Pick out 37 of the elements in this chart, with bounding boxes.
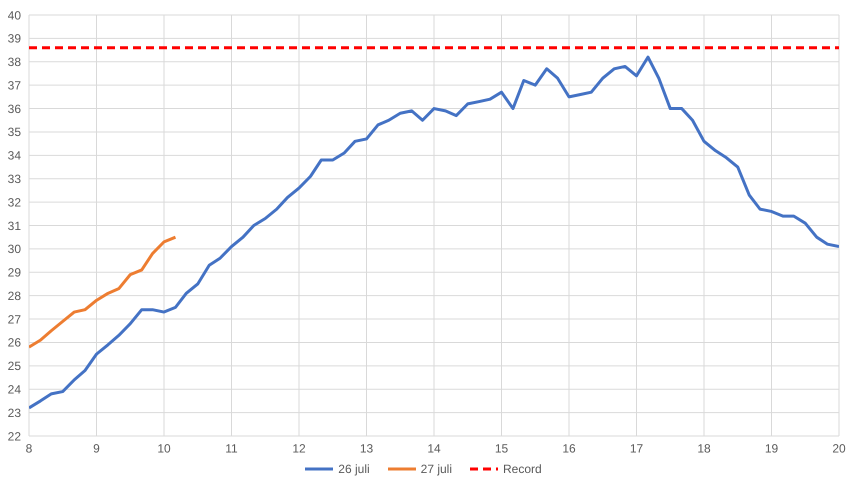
legend-label: 26 juli bbox=[338, 462, 370, 476]
y-tick-label: 28 bbox=[8, 288, 22, 303]
x-tick-label: 11 bbox=[225, 442, 238, 456]
y-tick-label: 39 bbox=[8, 32, 22, 46]
y-tick-label: 33 bbox=[8, 172, 22, 186]
x-tick-label: 9 bbox=[93, 442, 100, 456]
x-tick-label: 8 bbox=[26, 442, 33, 456]
x-tick-label: 16 bbox=[562, 442, 576, 456]
y-tick-label: 32 bbox=[8, 195, 22, 210]
y-tick-label: 23 bbox=[8, 406, 22, 420]
y-tick-label: 37 bbox=[8, 78, 22, 92]
y-tick-label: 36 bbox=[8, 102, 22, 116]
y-tick-label: 25 bbox=[8, 359, 22, 374]
y-tick-label: 26 bbox=[8, 336, 22, 350]
legend-label: 27 juli bbox=[420, 462, 452, 476]
line-series bbox=[29, 236, 177, 349]
x-tick-label: 15 bbox=[494, 442, 508, 456]
x-tick-label: 20 bbox=[832, 442, 846, 456]
legend-label: Record bbox=[503, 462, 542, 476]
x-tick-label: 10 bbox=[157, 442, 171, 456]
y-tick-label: 31 bbox=[8, 218, 22, 233]
y-tick-label: 27 bbox=[8, 312, 22, 326]
y-tick-label: 35 bbox=[8, 125, 22, 140]
x-tick-label: 12 bbox=[292, 442, 306, 456]
x-tick-label: 14 bbox=[427, 442, 441, 456]
y-tick-label: 24 bbox=[8, 382, 22, 396]
y-tick-label: 38 bbox=[8, 55, 22, 70]
x-tick-label: 18 bbox=[697, 442, 711, 456]
line-series bbox=[29, 56, 839, 410]
y-tick-label: 29 bbox=[8, 266, 22, 280]
y-tick-label: 22 bbox=[8, 429, 22, 444]
x-tick-label: 13 bbox=[360, 442, 374, 456]
x-tick-label: 17 bbox=[630, 442, 644, 456]
y-tick-label: 30 bbox=[8, 242, 22, 256]
x-tick-label: 19 bbox=[764, 442, 778, 456]
y-tick-label: 40 bbox=[8, 8, 22, 22]
y-tick-label: 34 bbox=[8, 148, 22, 163]
